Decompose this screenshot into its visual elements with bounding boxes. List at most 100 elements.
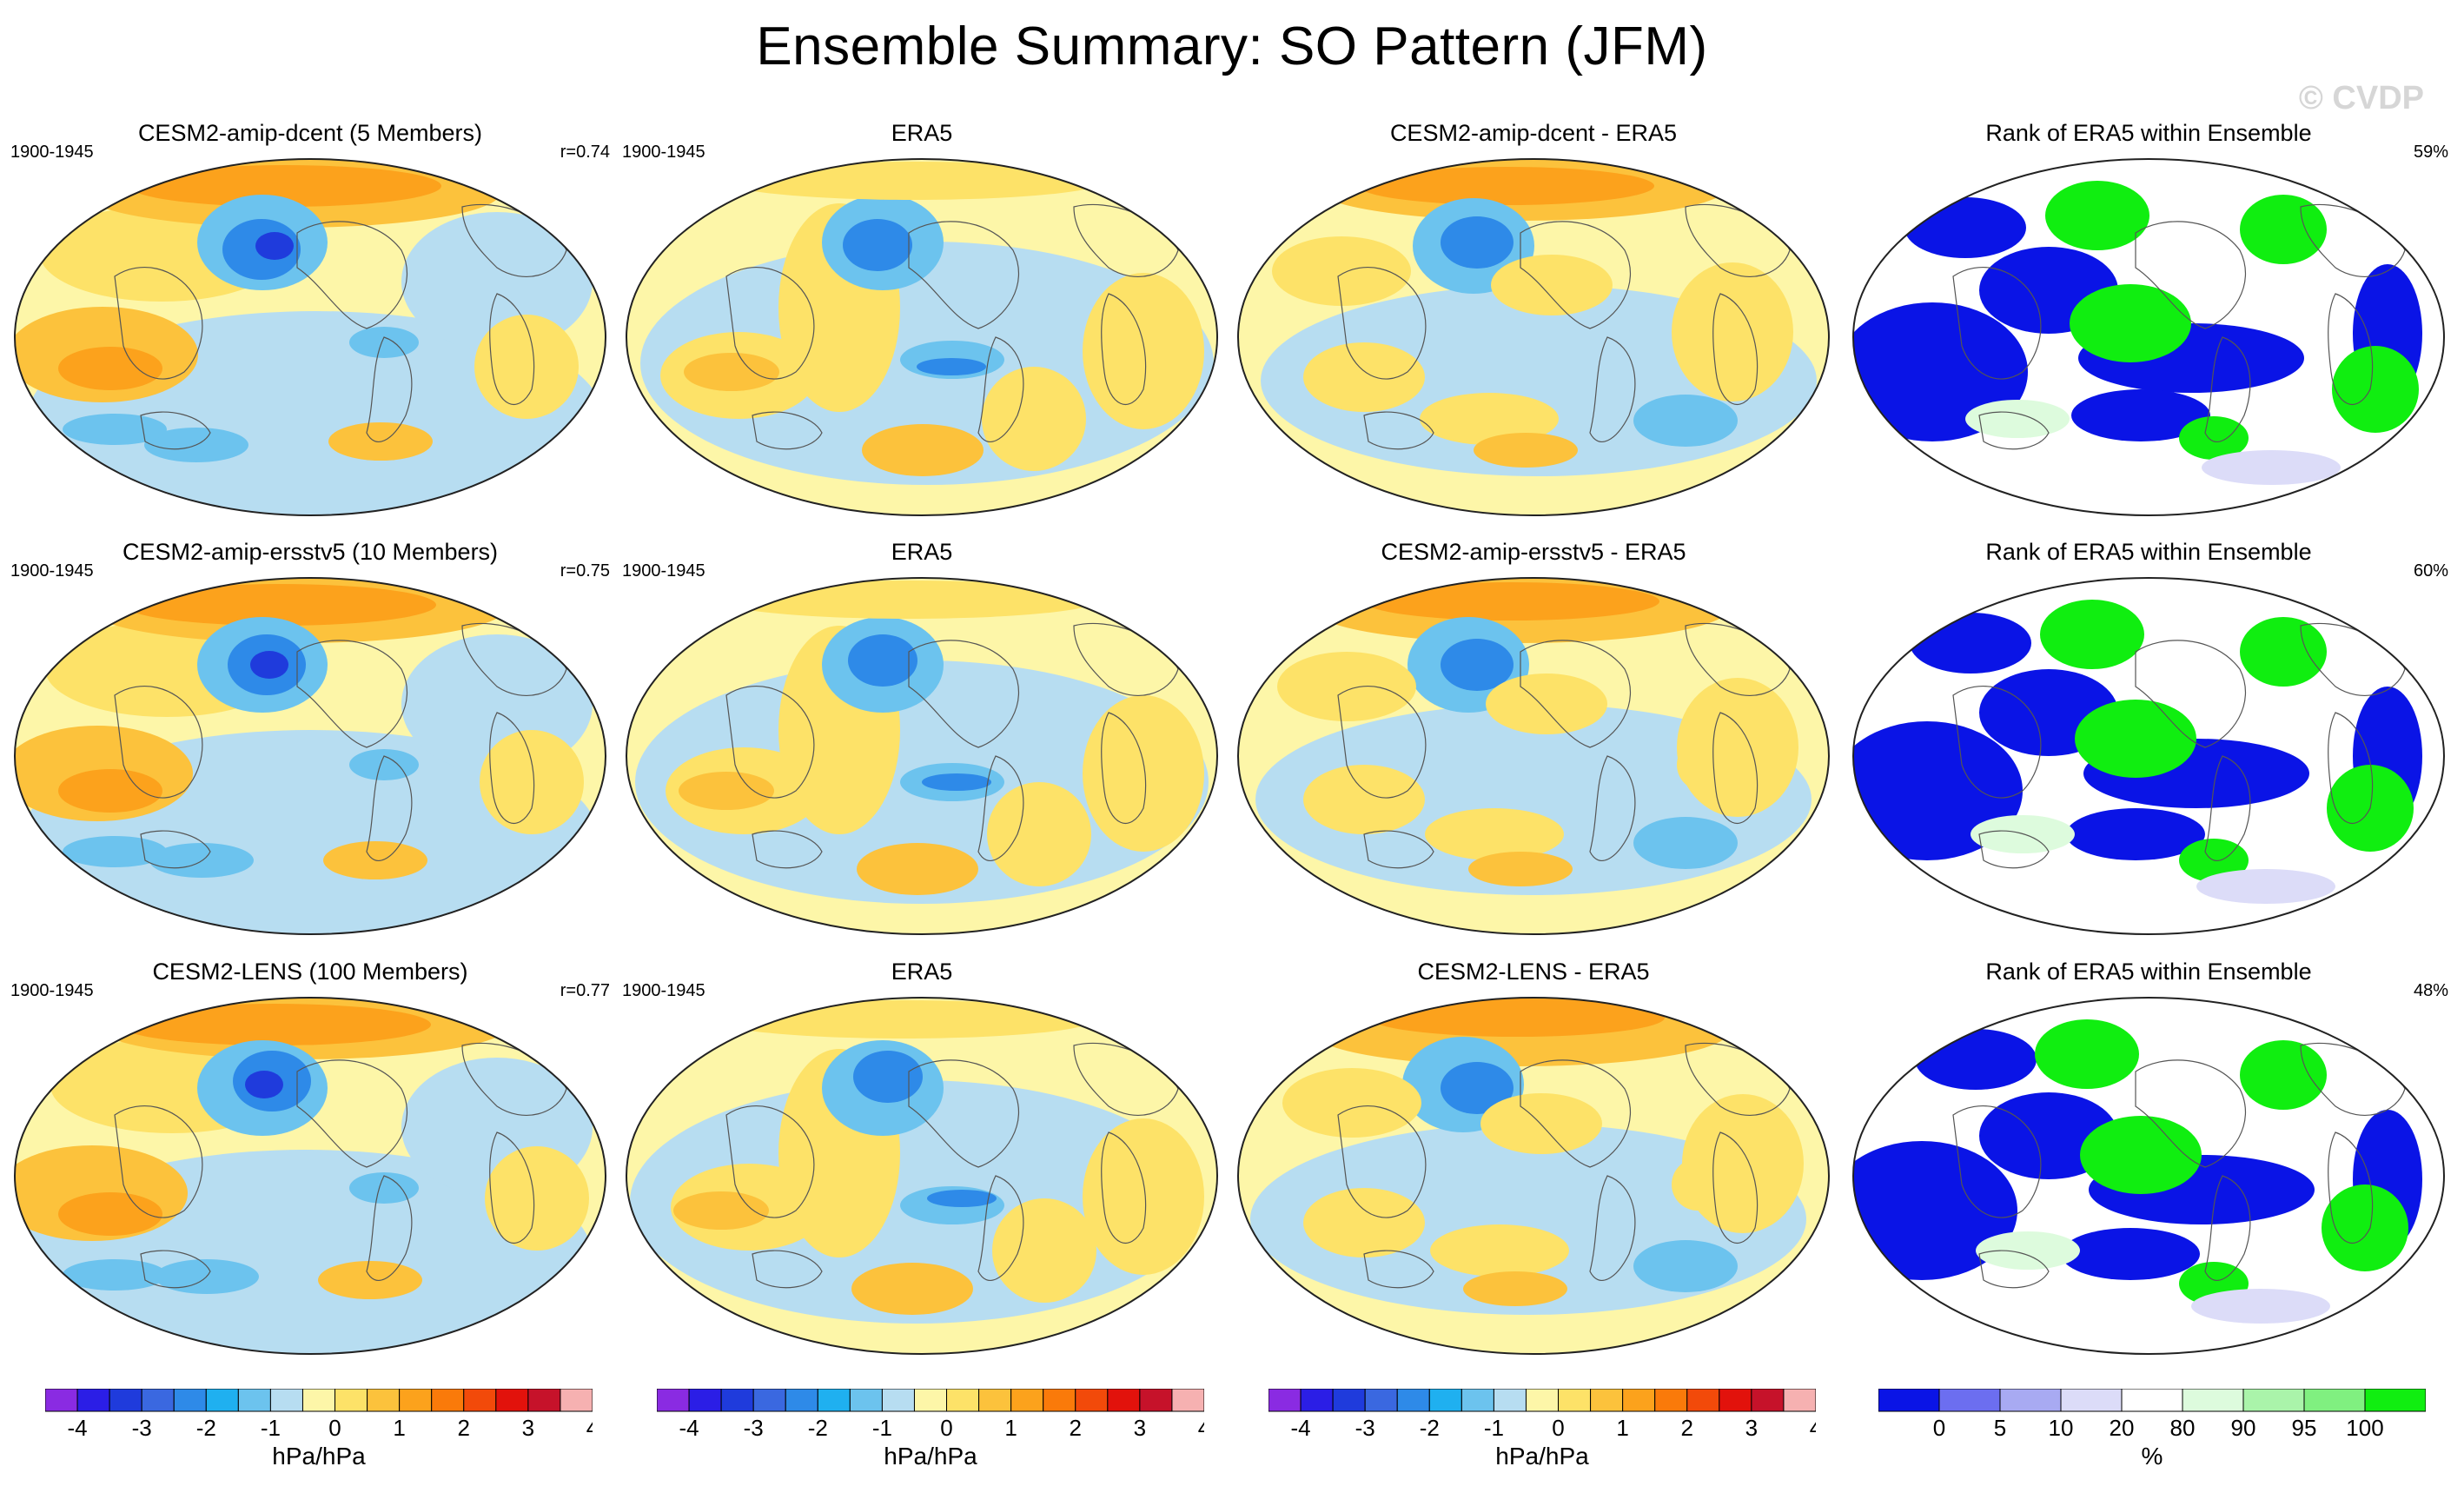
colorbar-swatch xyxy=(301,1389,336,1412)
colorbar-tick-label: 2 xyxy=(1681,1415,1693,1441)
colorbar-tick-label: 80 xyxy=(2170,1415,2196,1441)
rank-region xyxy=(1915,1029,2037,1090)
map-frame xyxy=(14,997,606,1355)
rank-region xyxy=(2332,346,2419,433)
colorbar-swatch xyxy=(1364,1389,1398,1412)
rank-region xyxy=(2045,181,2149,250)
rank-region xyxy=(2196,869,2335,904)
ensemble-map xyxy=(14,997,606,1355)
coastline xyxy=(977,755,1024,861)
panel-title: Rank of ERA5 within Ensemble xyxy=(1985,120,2312,146)
colorbar-tick-label: 2 xyxy=(1070,1415,1082,1441)
coastline xyxy=(725,1105,815,1218)
contour-region xyxy=(1682,320,1734,372)
colorbar-tick-label: 3 xyxy=(522,1415,534,1441)
coastline xyxy=(1363,1250,1434,1289)
coastline xyxy=(1685,1042,1791,1116)
coastline xyxy=(1520,640,1632,748)
coastline xyxy=(1363,830,1434,869)
contour-region xyxy=(851,1263,973,1315)
coastline xyxy=(908,1059,1020,1168)
contour-region xyxy=(987,782,1091,886)
rank-region xyxy=(1910,613,2031,674)
coastline xyxy=(2135,1059,2247,1168)
coastline xyxy=(2135,221,2247,329)
coastline xyxy=(908,640,1020,748)
colorbar-tick-label: -1 xyxy=(872,1415,892,1441)
coastline xyxy=(1337,686,1427,799)
contour-region xyxy=(857,843,978,895)
rank-region xyxy=(2035,1019,2139,1089)
contour-region xyxy=(1083,695,1204,852)
colorbar-tick-label: 0 xyxy=(1933,1415,1945,1441)
contour-region xyxy=(862,424,984,476)
panel-title: Rank of ERA5 within Ensemble xyxy=(1985,959,2312,985)
contour-region xyxy=(684,353,779,391)
coastline xyxy=(2300,203,2406,277)
coastline xyxy=(908,221,1020,329)
contour-region xyxy=(58,347,162,390)
contour-region xyxy=(118,1004,431,1045)
contour-region xyxy=(1282,1068,1421,1138)
colorbar-tick-label: 1 xyxy=(393,1415,405,1441)
contour-region xyxy=(723,162,1105,200)
coastline xyxy=(1685,203,1791,277)
period-label: 1900-1945 xyxy=(10,981,94,1000)
colorbar-swatch xyxy=(1428,1389,1462,1412)
coastline xyxy=(1589,755,1636,861)
coastline xyxy=(489,293,535,405)
colorbar-tick-label: 5 xyxy=(1994,1415,2006,1441)
coastline xyxy=(2328,293,2374,405)
colorbar-swatch xyxy=(752,1389,786,1412)
contour-region xyxy=(1420,393,1559,445)
colorbar-swatch xyxy=(1525,1389,1560,1412)
contour-region xyxy=(1486,674,1607,734)
coastline xyxy=(140,830,211,869)
rank-region xyxy=(2240,1040,2327,1110)
contour-region xyxy=(250,651,288,679)
coastline xyxy=(1978,411,2050,450)
coastline xyxy=(366,336,413,442)
colorbar-tick-label: -2 xyxy=(808,1415,828,1441)
contour-region xyxy=(255,232,294,260)
coastline xyxy=(752,830,823,869)
contour-region xyxy=(673,1191,769,1230)
contour-region xyxy=(123,584,436,626)
colorbar-swatch xyxy=(334,1389,368,1412)
colorbar-unit-label: hPa/hPa xyxy=(884,1443,977,1470)
coastline xyxy=(366,755,413,861)
diff-map xyxy=(1237,997,1830,1355)
rank-region xyxy=(1965,400,2070,438)
colorbar-tick-label: 3 xyxy=(1134,1415,1146,1441)
rank-region xyxy=(2202,450,2341,485)
period-label: 1900-1945 xyxy=(622,561,705,581)
coastline xyxy=(461,203,567,277)
colorbar-swatch xyxy=(1043,1389,1076,1412)
coastline xyxy=(752,411,823,450)
coastline xyxy=(2204,1175,2251,1281)
coastline xyxy=(1978,1250,2050,1289)
colorbar-tick-label: -4 xyxy=(1290,1415,1310,1441)
colorbar-tick-label: 2 xyxy=(458,1415,470,1441)
map-panel-r1-c1: CESM2-amip-dcent (5 Members) 1900-1945 r=0… xyxy=(10,120,610,520)
map-panel-r2-c2: ERA5 1900-1945 xyxy=(622,539,1222,939)
colorbar-swatch xyxy=(688,1389,722,1412)
contour-region xyxy=(922,773,991,791)
contour-region xyxy=(1303,765,1425,834)
contour-region xyxy=(1369,999,1665,1037)
contour-region xyxy=(474,315,579,419)
contour-region xyxy=(1277,652,1416,721)
rank-region xyxy=(2070,284,2191,362)
coastline xyxy=(366,1175,413,1281)
coastline xyxy=(1337,267,1427,380)
panel-title: CESM2-amip-ersstv5 (10 Members) xyxy=(122,539,499,565)
contour-region xyxy=(1303,342,1425,412)
colorbar-swatch xyxy=(1300,1389,1334,1412)
colorbar-swatch xyxy=(849,1389,883,1412)
colorbar-swatch xyxy=(881,1389,915,1412)
ensemble-map xyxy=(14,577,606,935)
obs-map xyxy=(626,577,1218,935)
colorbar-swatch xyxy=(1332,1389,1366,1412)
contour-region xyxy=(1430,1224,1569,1277)
colorbar-swatch xyxy=(1719,1389,1752,1412)
